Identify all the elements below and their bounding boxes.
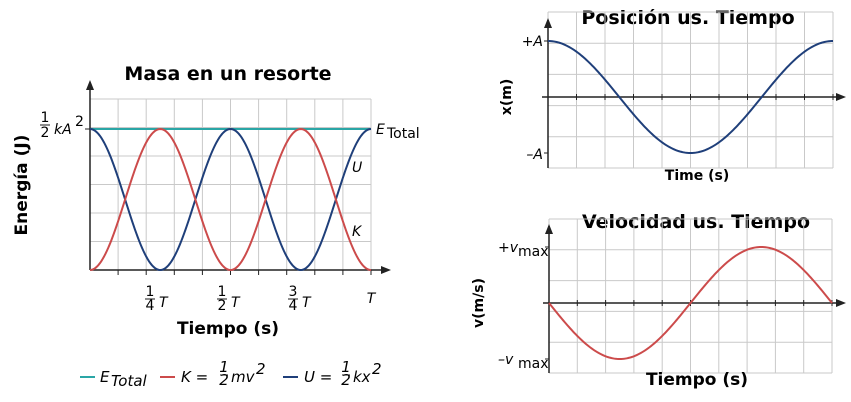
position-chart: Posición us. Tiempo x(m) Time (s) +A –A	[499, 7, 846, 184]
legend-potential-tail: kx	[353, 368, 371, 386]
position-axes	[542, 18, 846, 168]
position-chart-title: Posición us. Tiempo	[581, 7, 794, 29]
legend-potential-main: U =	[304, 368, 337, 386]
energy-chart: Masa en un resorte Energía (J) Tiempo (s…	[12, 63, 420, 390]
energy-x-tick-3: 3 4 T	[288, 284, 312, 314]
velocity-y-axis-arrow	[545, 224, 553, 234]
position-y-tick-minus: –A	[526, 147, 543, 163]
velocity-curve	[548, 245, 833, 361]
energy-x-axis-label: Tiempo (s)	[177, 319, 279, 339]
energy-x-axis-arrow	[381, 266, 391, 274]
energy-axes	[85, 80, 391, 275]
x-tick-2-var: T	[231, 295, 241, 311]
energy-chart-title: Masa en un resorte	[124, 63, 331, 85]
velocity-y-axis-label: v(m/s)	[471, 278, 487, 328]
legend-kinetic-den: 2	[219, 371, 229, 389]
legend-item-potential: U = 1 2 kx 2	[283, 358, 382, 389]
energy-x-tick-2: 1 2 T	[217, 284, 241, 314]
legend-item-total: E Total	[80, 368, 148, 390]
potential-series-label: U	[352, 160, 362, 176]
legend-potential-num: 1	[341, 358, 351, 376]
y-tick-numerator: 1	[41, 110, 50, 126]
energy-series	[89, 127, 372, 272]
velocity-x-axis-arrow	[836, 299, 846, 307]
velocity-x-axis-label: Tiempo (s)	[646, 370, 748, 390]
kinetic-series-label: K	[352, 224, 363, 240]
y-tick-denominator: 2	[41, 125, 50, 141]
position-x-axis-arrow	[836, 93, 846, 101]
velocity-y-tick-plus-main: +v	[498, 240, 519, 256]
energy-legend: E Total K = 1 2 mv 2 U = 1 2 kx 2	[80, 358, 382, 390]
position-x-axis-label: Time (s)	[665, 168, 729, 184]
x-tick-1-var: T	[159, 295, 169, 311]
energy-x-tick-1: 1 4 T	[145, 284, 169, 314]
position-grid	[547, 11, 834, 169]
y-tick-exponent: 2	[75, 114, 84, 130]
velocity-y-tick-minus-sub: max	[518, 356, 549, 372]
energy-y-axis-arrow	[86, 80, 94, 90]
x-tick-4-label: T	[367, 291, 377, 307]
x-tick-2-denominator: 2	[218, 298, 227, 314]
position-y-axis-label: x(m)	[499, 79, 515, 115]
position-y-tick-plus: +A	[522, 34, 543, 50]
total-label-main: E	[376, 122, 385, 138]
energy-grid	[89, 98, 372, 271]
energy-y-axis-label: Energía (J)	[12, 135, 32, 236]
velocity-y-tick-minus: –v max	[498, 352, 549, 372]
legend-kinetic-sup: 2	[256, 360, 266, 378]
x-tick-1-denominator: 4	[146, 298, 155, 314]
legend-potential-sup: 2	[372, 360, 382, 378]
x-tick-1-numerator: 1	[146, 284, 155, 300]
legend-kinetic-main: K =	[181, 368, 213, 386]
legend-item-kinetic: K = 1 2 mv 2	[160, 358, 266, 389]
x-tick-3-numerator: 3	[289, 284, 298, 300]
position-y-axis-arrow	[544, 18, 552, 28]
velocity-y-tick-plus-sub: max	[518, 244, 549, 260]
velocity-grid	[548, 218, 833, 374]
velocity-y-tick-minus-main: –v	[498, 352, 514, 368]
kinetic-energy-curve	[89, 127, 372, 272]
velocity-y-tick-plus: +v max	[498, 240, 549, 260]
x-tick-2-numerator: 1	[218, 284, 227, 300]
legend-potential-den: 2	[341, 371, 351, 389]
velocity-chart: Velocidad us. Tiempo v(m/s) Tiempo (s) +…	[471, 211, 846, 390]
total-label-sub: Total	[386, 126, 420, 142]
legend-kinetic-tail: mv	[231, 368, 256, 386]
potential-energy-curve	[89, 127, 372, 272]
energy-y-tick-label: 1 2 kA 2	[40, 110, 84, 141]
legend-kinetic-num: 1	[219, 358, 229, 376]
velocity-chart-title: Velocidad us. Tiempo	[582, 211, 810, 233]
position-curve	[547, 40, 834, 155]
x-tick-3-denominator: 4	[289, 298, 298, 314]
energy-total-label: E Total	[376, 122, 420, 142]
legend-total-sub: Total	[111, 372, 148, 390]
legend-total-main: E	[100, 368, 110, 386]
y-tick-expression: kA	[54, 122, 72, 138]
x-tick-3-var: T	[302, 295, 312, 311]
